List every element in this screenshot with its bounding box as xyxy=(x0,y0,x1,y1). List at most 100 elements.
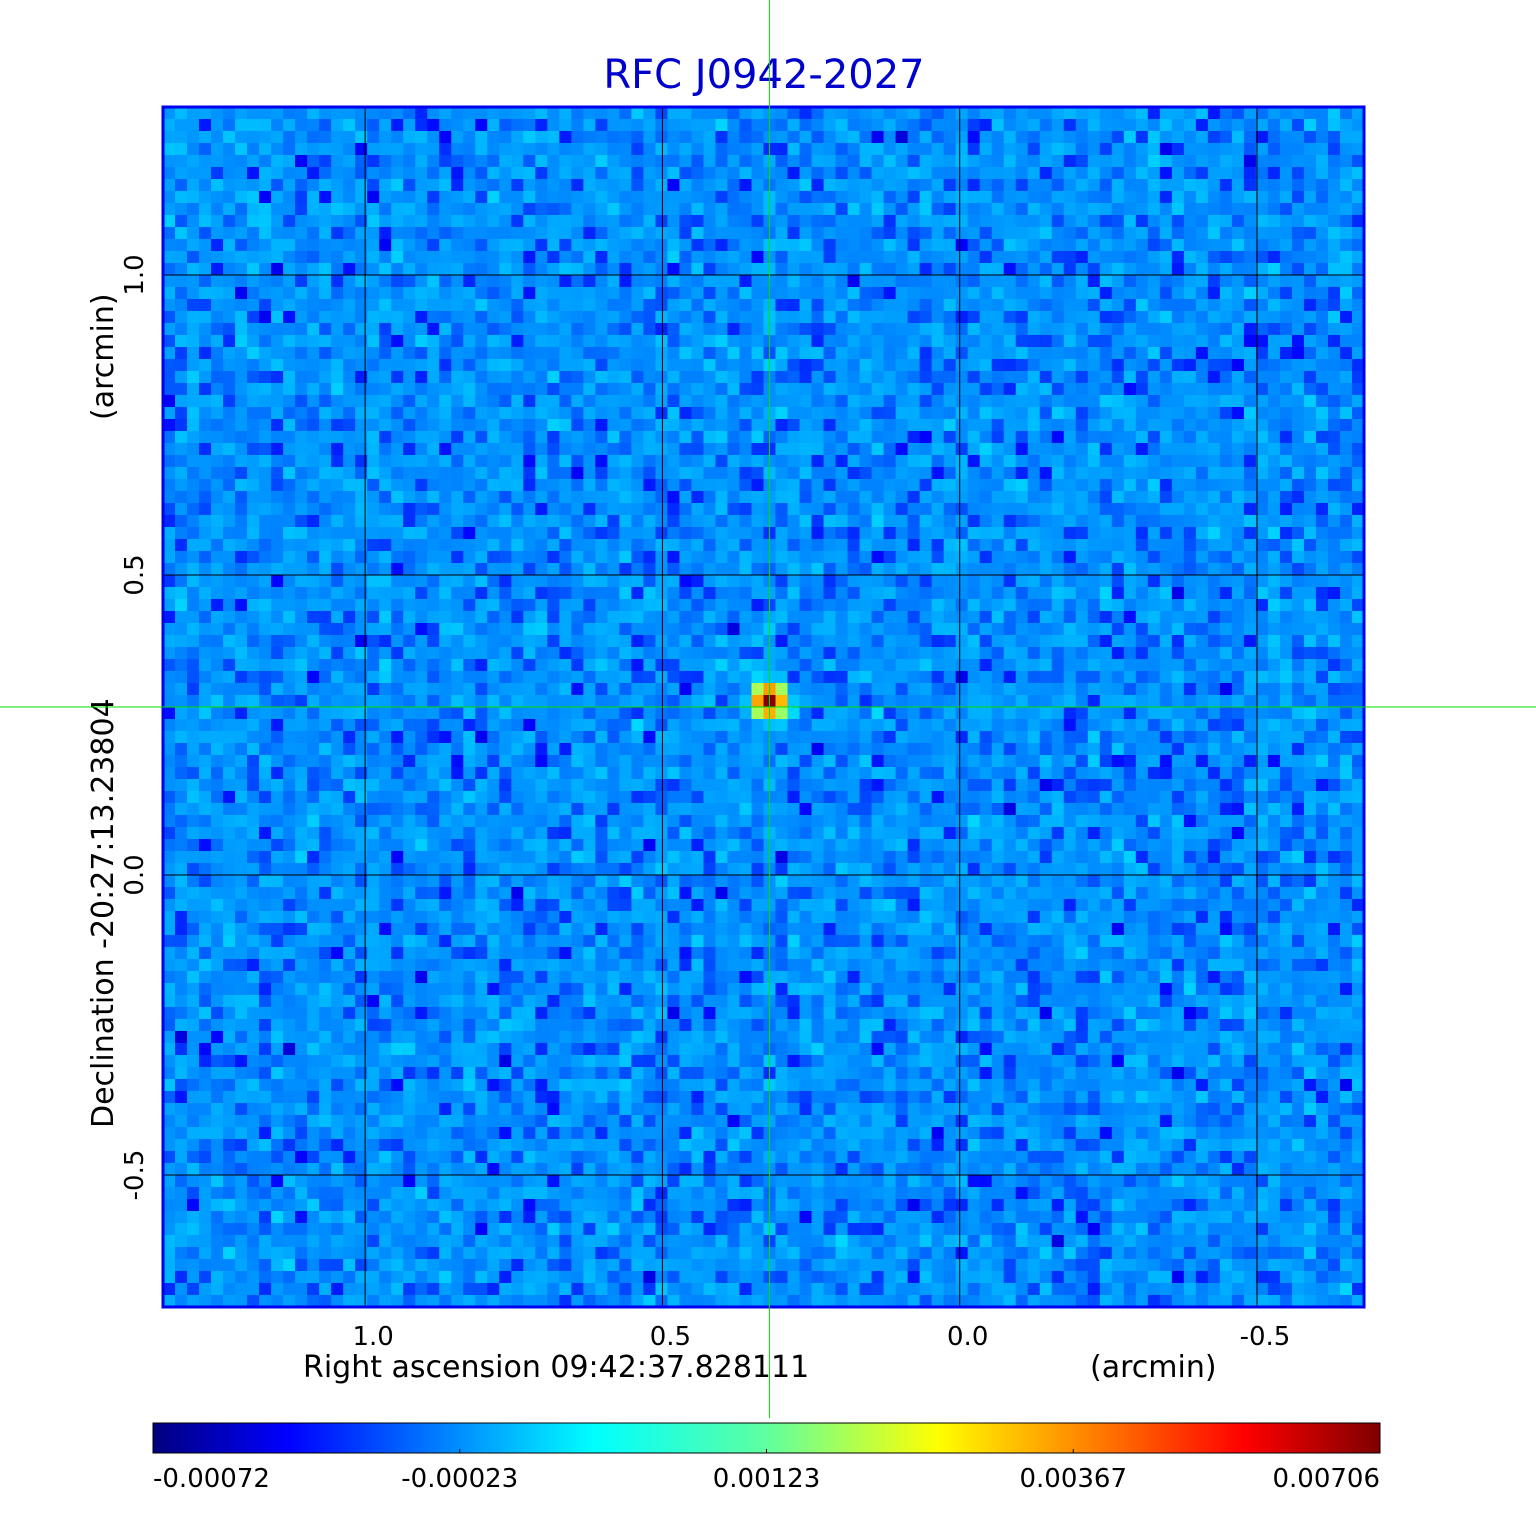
map-pixel xyxy=(607,251,620,264)
map-pixel xyxy=(859,455,873,468)
map-pixel xyxy=(427,443,440,456)
map-pixel xyxy=(547,419,560,432)
map-pixel xyxy=(1039,563,1053,576)
map-pixel xyxy=(1315,323,1329,336)
map-pixel xyxy=(1351,611,1365,624)
map-pixel xyxy=(1243,551,1257,564)
map-pixel xyxy=(1351,371,1365,384)
map-pixel xyxy=(1027,251,1041,264)
map-pixel xyxy=(823,359,837,372)
map-pixel xyxy=(1183,611,1197,624)
map-pixel xyxy=(535,287,548,300)
map-pixel xyxy=(415,551,428,564)
map-pixel xyxy=(487,371,500,384)
map-pixel xyxy=(487,647,500,660)
map-pixel xyxy=(739,107,753,120)
map-pixel xyxy=(331,191,344,204)
map-pixel xyxy=(1243,263,1257,276)
map-pixel xyxy=(631,515,644,528)
map-pixel xyxy=(1027,371,1041,384)
map-pixel xyxy=(643,323,657,336)
map-pixel xyxy=(511,515,524,528)
map-pixel xyxy=(1303,347,1317,360)
map-pixel xyxy=(1135,203,1149,216)
map-pixel xyxy=(451,479,464,492)
map-pixel xyxy=(1099,431,1113,444)
map-pixel xyxy=(667,251,681,264)
map-pixel xyxy=(787,623,801,636)
map-pixel xyxy=(583,239,596,252)
map-pixel xyxy=(715,275,729,288)
map-pixel xyxy=(1243,203,1257,216)
map-pixel xyxy=(175,155,188,168)
map-pixel xyxy=(331,443,344,456)
map-pixel xyxy=(1327,479,1341,492)
map-pixel xyxy=(187,215,200,228)
map-pixel xyxy=(463,419,476,432)
map-pixel xyxy=(415,299,428,312)
map-pixel xyxy=(307,671,320,684)
map-pixel xyxy=(631,371,644,384)
map-pixel xyxy=(211,119,224,132)
map-pixel xyxy=(187,611,200,624)
map-pixel xyxy=(1039,431,1053,444)
map-pixel xyxy=(823,143,837,156)
map-pixel xyxy=(1039,359,1053,372)
map-pixel xyxy=(403,215,416,228)
map-pixel xyxy=(355,263,368,276)
map-pixel xyxy=(1291,479,1305,492)
map-pixel xyxy=(1039,371,1053,384)
map-pixel xyxy=(979,599,993,612)
map-pixel xyxy=(331,131,344,144)
map-pixel xyxy=(835,215,849,228)
map-pixel xyxy=(379,119,392,132)
map-pixel xyxy=(1231,239,1245,252)
map-pixel xyxy=(511,419,524,432)
map-pixel xyxy=(1339,527,1353,540)
map-pixel xyxy=(307,311,320,324)
map-pixel xyxy=(1147,611,1161,624)
map-pixel xyxy=(427,515,440,528)
map-pixel xyxy=(619,191,632,204)
map-pixel xyxy=(1099,479,1113,492)
map-pixel xyxy=(463,587,476,600)
map-pixel xyxy=(463,551,476,564)
map-pixel xyxy=(1303,179,1317,192)
map-pixel xyxy=(775,263,789,276)
map-pixel xyxy=(1303,131,1317,144)
map-pixel xyxy=(547,179,560,192)
map-pixel xyxy=(619,263,632,276)
map-pixel xyxy=(1183,335,1197,348)
map-pixel xyxy=(883,455,897,468)
map-pixel xyxy=(739,251,753,264)
map-pixel xyxy=(355,359,368,372)
map-pixel xyxy=(619,683,632,696)
map-pixel xyxy=(655,275,669,288)
map-pixel xyxy=(1099,239,1113,252)
map-pixel xyxy=(619,371,632,384)
map-pixel xyxy=(583,407,596,420)
map-pixel xyxy=(463,179,476,192)
map-pixel xyxy=(1063,299,1077,312)
map-pixel xyxy=(343,491,356,504)
map-pixel xyxy=(1039,155,1053,168)
map-pixel xyxy=(1015,479,1029,492)
map-pixel xyxy=(415,455,428,468)
map-pixel xyxy=(211,131,224,144)
map-pixel xyxy=(271,635,284,648)
map-pixel xyxy=(451,527,464,540)
map-pixel xyxy=(379,479,392,492)
map-pixel xyxy=(343,227,356,240)
map-pixel xyxy=(1015,311,1029,324)
map-pixel xyxy=(271,143,284,156)
map-pixel xyxy=(475,479,488,492)
map-pixel xyxy=(391,491,404,504)
map-pixel xyxy=(1303,647,1317,660)
map-pixel xyxy=(451,683,464,696)
map-pixel xyxy=(1099,167,1113,180)
map-pixel xyxy=(427,107,440,120)
map-pixel xyxy=(979,311,993,324)
map-pixel xyxy=(979,491,993,504)
map-pixel xyxy=(679,275,693,288)
map-pixel xyxy=(1279,563,1293,576)
